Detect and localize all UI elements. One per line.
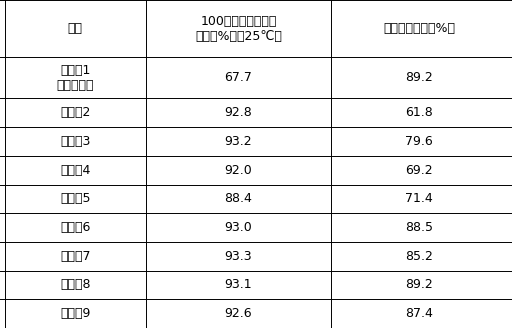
Text: 实施例7: 实施例7 — [60, 250, 91, 263]
Text: 实施例9: 实施例9 — [60, 307, 91, 320]
Text: 编号: 编号 — [68, 22, 83, 35]
Text: 实施例3: 实施例3 — [60, 135, 91, 148]
Text: 85.2: 85.2 — [405, 250, 433, 263]
Text: 92.6: 92.6 — [225, 307, 252, 320]
Text: 93.0: 93.0 — [225, 221, 252, 234]
Text: 69.2: 69.2 — [406, 164, 433, 177]
Text: 实施例4: 实施例4 — [60, 164, 91, 177]
Text: 89.2: 89.2 — [405, 278, 433, 292]
Text: 61.8: 61.8 — [405, 106, 433, 119]
Text: 实施例6: 实施例6 — [60, 221, 91, 234]
Text: 93.1: 93.1 — [225, 278, 252, 292]
Text: 实施例1
（比较例）: 实施例1 （比较例） — [57, 64, 94, 92]
Text: 首次库伦效率（%）: 首次库伦效率（%） — [383, 22, 455, 35]
Text: 实施例2: 实施例2 — [60, 106, 91, 119]
Text: 92.0: 92.0 — [225, 164, 252, 177]
Text: 89.2: 89.2 — [405, 72, 433, 84]
Text: 88.5: 88.5 — [405, 221, 433, 234]
Text: 93.3: 93.3 — [225, 250, 252, 263]
Text: 67.7: 67.7 — [224, 72, 252, 84]
Text: 87.4: 87.4 — [405, 307, 433, 320]
Text: 100次循环后容量保
持率（%）（25℃）: 100次循环后容量保 持率（%）（25℃） — [195, 15, 282, 43]
Text: 93.2: 93.2 — [225, 135, 252, 148]
Text: 实施例5: 实施例5 — [60, 192, 91, 205]
Text: 79.6: 79.6 — [405, 135, 433, 148]
Text: 88.4: 88.4 — [224, 192, 252, 205]
Text: 71.4: 71.4 — [405, 192, 433, 205]
Text: 92.8: 92.8 — [225, 106, 252, 119]
Text: 实施例8: 实施例8 — [60, 278, 91, 292]
